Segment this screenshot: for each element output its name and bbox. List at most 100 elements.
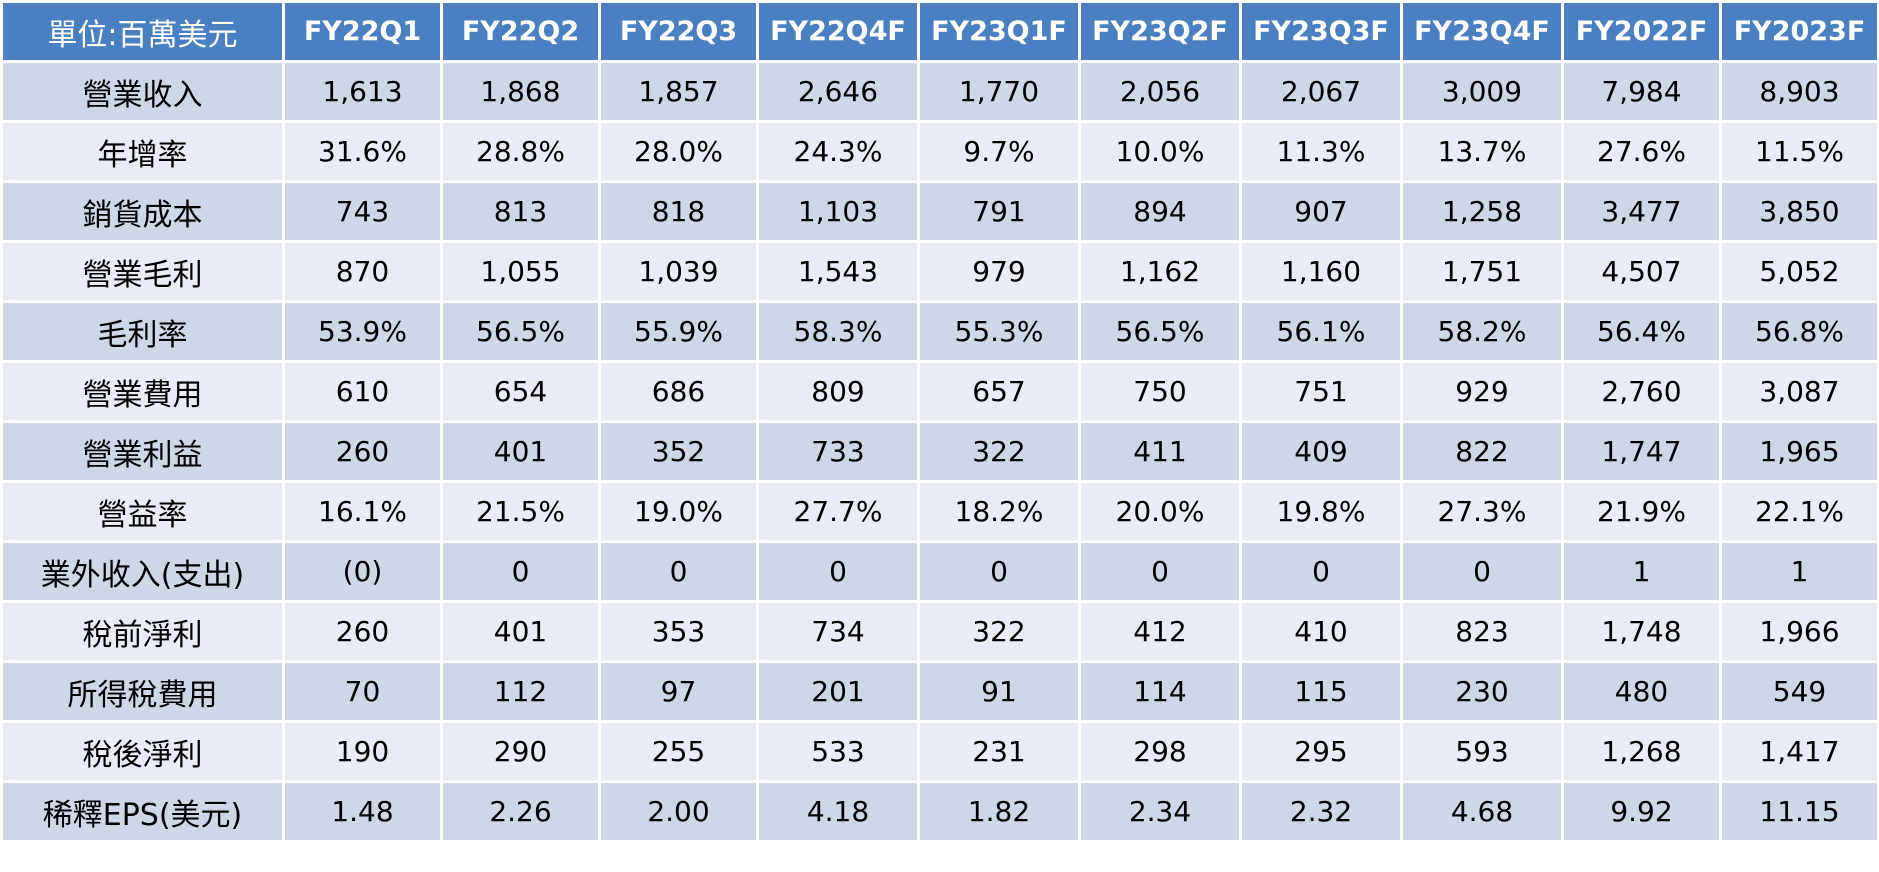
table-cell: 56.5% — [1081, 303, 1239, 360]
table-cell: 1,039 — [601, 243, 756, 300]
table-cell: 822 — [1403, 423, 1561, 480]
row-label: 稅前淨利 — [3, 603, 282, 660]
table-cell: 11.3% — [1242, 123, 1400, 180]
table-cell: 1,162 — [1081, 243, 1239, 300]
table-cell: 190 — [285, 723, 440, 780]
table-cell: 894 — [1081, 183, 1239, 240]
table-cell: 58.3% — [759, 303, 917, 360]
table-cell: 1,966 — [1722, 603, 1877, 660]
table-cell: 322 — [920, 603, 1078, 660]
table-cell: 870 — [285, 243, 440, 300]
table-cell: 979 — [920, 243, 1078, 300]
table-cell: 409 — [1242, 423, 1400, 480]
table-cell: 115 — [1242, 663, 1400, 720]
table-cell: 1,543 — [759, 243, 917, 300]
table-cell: 1,268 — [1564, 723, 1719, 780]
table-cell: 657 — [920, 363, 1078, 420]
row-label: 業外收入(支出) — [3, 543, 282, 600]
table-cell: 2,056 — [1081, 63, 1239, 120]
table-cell: 0 — [920, 543, 1078, 600]
table-cell: 1,857 — [601, 63, 756, 120]
row-label: 毛利率 — [3, 303, 282, 360]
table-cell: 1,417 — [1722, 723, 1877, 780]
table-cell: 0 — [601, 543, 756, 600]
table-cell: 0 — [759, 543, 917, 600]
table-cell: 18.2% — [920, 483, 1078, 540]
table-row: 營業毛利 870 1,055 1,039 1,543 979 1,162 1,160 1,751… — [3, 243, 1877, 300]
table-cell: 55.9% — [601, 303, 756, 360]
table-cell: 27.3% — [1403, 483, 1561, 540]
table-cell: 1,770 — [920, 63, 1078, 120]
table-cell: 53.9% — [285, 303, 440, 360]
table-cell: 686 — [601, 363, 756, 420]
row-label: 營業利益 — [3, 423, 282, 480]
column-header: FY2022F — [1564, 3, 1719, 60]
table-cell: 298 — [1081, 723, 1239, 780]
table-cell: 2,067 — [1242, 63, 1400, 120]
table-cell: 1,965 — [1722, 423, 1877, 480]
header-row: 單位:百萬美元 FY22Q1 FY22Q2 FY22Q3 FY22Q4F FY23Q1F… — [3, 3, 1877, 60]
table-cell: 0 — [443, 543, 598, 600]
table-cell: 55.3% — [920, 303, 1078, 360]
table-cell: 27.7% — [759, 483, 917, 540]
table-cell: 1 — [1564, 543, 1719, 600]
table-cell: 751 — [1242, 363, 1400, 420]
table-cell: 9.92 — [1564, 783, 1719, 840]
table-cell: 823 — [1403, 603, 1561, 660]
table-cell: 11.15 — [1722, 783, 1877, 840]
table-cell: 255 — [601, 723, 756, 780]
table-cell: 24.3% — [759, 123, 917, 180]
row-label: 銷貨成本 — [3, 183, 282, 240]
column-header: FY22Q3 — [601, 3, 756, 60]
row-label: 營業收入 — [3, 63, 282, 120]
table-cell: 28.8% — [443, 123, 598, 180]
table-cell: 0 — [1081, 543, 1239, 600]
table-cell: 1 — [1722, 543, 1877, 600]
table-cell: 3,009 — [1403, 63, 1561, 120]
table-cell: 654 — [443, 363, 598, 420]
table-cell: 290 — [443, 723, 598, 780]
table-cell: 352 — [601, 423, 756, 480]
table-cell: 22.1% — [1722, 483, 1877, 540]
column-header: FY23Q1F — [920, 3, 1078, 60]
table-cell: 56.4% — [1564, 303, 1719, 360]
table-row: 稅後淨利 190 290 255 533 231 298 295 593 1,268 1,417 — [3, 723, 1877, 780]
table-cell: 411 — [1081, 423, 1239, 480]
table-cell: 19.0% — [601, 483, 756, 540]
table-cell: 9.7% — [920, 123, 1078, 180]
table-cell: 2.34 — [1081, 783, 1239, 840]
table-cell: 16.1% — [285, 483, 440, 540]
table-cell: 28.0% — [601, 123, 756, 180]
table-cell: 2.32 — [1242, 783, 1400, 840]
table-cell: 750 — [1081, 363, 1239, 420]
row-label: 稀釋EPS(美元) — [3, 783, 282, 840]
table-cell: 2,760 — [1564, 363, 1719, 420]
table-cell: 4.18 — [759, 783, 917, 840]
row-label: 所得稅費用 — [3, 663, 282, 720]
table-cell: 610 — [285, 363, 440, 420]
table-cell: 4.68 — [1403, 783, 1561, 840]
row-label: 營業費用 — [3, 363, 282, 420]
table-cell: 401 — [443, 603, 598, 660]
table-cell: 10.0% — [1081, 123, 1239, 180]
table-cell: 3,850 — [1722, 183, 1877, 240]
table-cell: 743 — [285, 183, 440, 240]
column-header: FY22Q4F — [759, 3, 917, 60]
column-header: FY23Q4F — [1403, 3, 1561, 60]
row-label: 營業毛利 — [3, 243, 282, 300]
column-header: FY22Q1 — [285, 3, 440, 60]
table-row: 毛利率 53.9% 56.5% 55.9% 58.3% 55.3% 56.5% 56.1% 58… — [3, 303, 1877, 360]
table-cell: 412 — [1081, 603, 1239, 660]
column-header: FY2023F — [1722, 3, 1877, 60]
table-cell: 410 — [1242, 603, 1400, 660]
table-cell: 818 — [601, 183, 756, 240]
row-label: 稅後淨利 — [3, 723, 282, 780]
table-cell: 2.00 — [601, 783, 756, 840]
column-header: FY22Q2 — [443, 3, 598, 60]
table-cell: 401 — [443, 423, 598, 480]
table-cell: 593 — [1403, 723, 1561, 780]
table-cell: 11.5% — [1722, 123, 1877, 180]
table-cell: 97 — [601, 663, 756, 720]
row-label: 年增率 — [3, 123, 282, 180]
table-row: 營業收入 1,613 1,868 1,857 2,646 1,770 2,056 2,067 3… — [3, 63, 1877, 120]
